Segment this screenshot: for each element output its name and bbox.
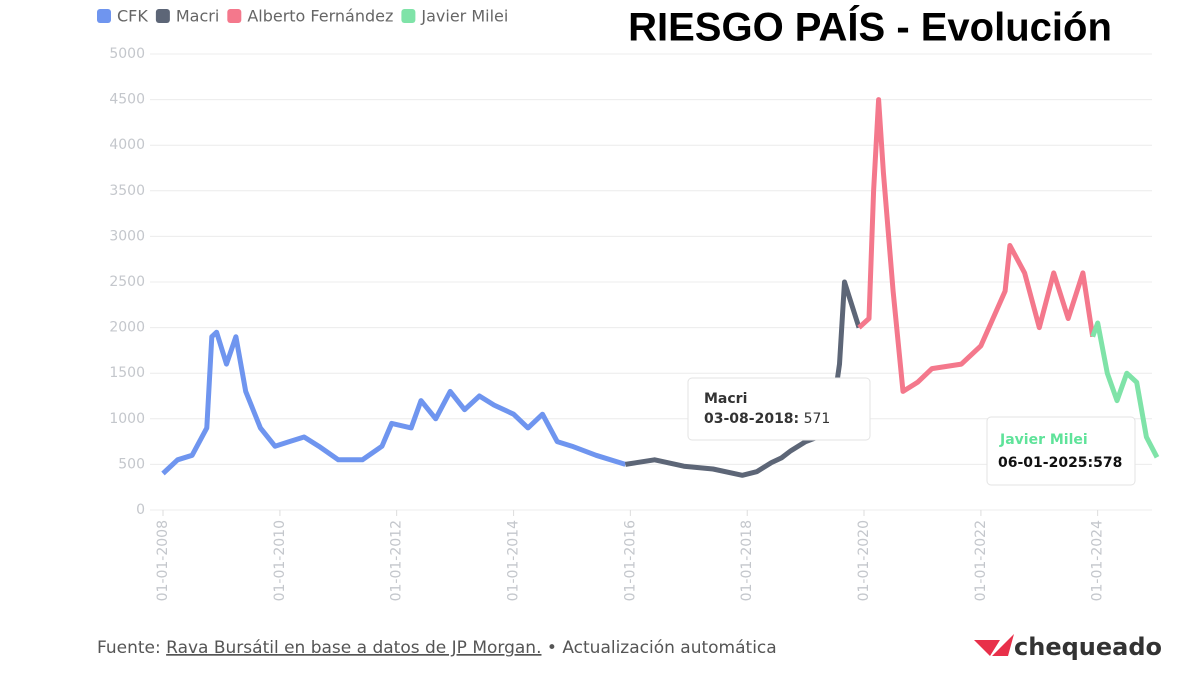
y-tick-label: 1000 <box>109 411 145 427</box>
legend-swatch <box>227 9 242 23</box>
legend-label: Javier Milei <box>420 7 508 26</box>
footer-prefix: Fuente: <box>97 638 161 658</box>
x-tick-label: 01-01-2014 <box>506 520 522 601</box>
y-tick-label: 2500 <box>109 274 145 290</box>
y-tick-label: 2000 <box>109 320 145 336</box>
x-tick-label: 01-01-2012 <box>389 520 405 601</box>
y-tick-label: 0 <box>136 502 145 518</box>
x-tick-label: 01-01-2008 <box>155 520 171 601</box>
tooltip-date: 06-01-2025: <box>998 455 1093 471</box>
y-tick-label: 3000 <box>109 228 145 244</box>
series-line <box>857 97 1096 394</box>
y-tick-label: 4000 <box>109 137 145 153</box>
x-tick-label: 01-01-2016 <box>622 520 638 601</box>
tooltip-box <box>986 416 1136 486</box>
series-line <box>625 279 862 478</box>
legend-swatch <box>97 9 111 23</box>
logo: chequeado <box>1014 633 1162 661</box>
tooltip-date: 03-08-2018: <box>704 411 799 427</box>
logo-mark <box>974 634 1014 656</box>
tooltip-text: 03-08-2018: 571 <box>704 411 830 427</box>
legend-label: CFK <box>117 7 148 26</box>
tooltip: Macri 03-08-2018: 571 <box>687 377 871 441</box>
legend-label: Alberto Fernández <box>247 7 393 26</box>
x-tick-label: 01-01-2022 <box>973 520 989 601</box>
legend-label: Macri <box>176 7 219 26</box>
footer-suffix: • Actualización automática <box>547 638 777 658</box>
tooltip-value: 571 <box>804 411 831 427</box>
legend-swatch <box>401 9 416 23</box>
y-tick-label: 4500 <box>109 92 145 108</box>
tooltip-text: 06-01-2025:578 <box>998 455 1122 471</box>
legend-swatch <box>155 9 170 23</box>
x-tick-label: 01-01-2010 <box>272 520 288 601</box>
tooltip-box <box>687 377 871 441</box>
x-tick-label: 01-01-2020 <box>856 520 872 601</box>
series-line <box>1090 320 1160 459</box>
x-tick-label: 01-01-2024 <box>1090 520 1106 601</box>
y-tick-label: 5000 <box>109 46 145 62</box>
y-tick-label: 500 <box>118 456 145 472</box>
tooltip: Javier Milei 06-01-2025:578 <box>986 416 1136 486</box>
footer-link[interactable]: Rava Bursátil en base a datos de JP Morg… <box>166 638 541 658</box>
footer: Fuente: Rava Bursátil en base a datos de… <box>97 638 777 658</box>
tooltip-value: 578 <box>1093 455 1122 471</box>
series-line <box>161 329 627 476</box>
chart-title: RIESGO PAÍS - Evolución <box>628 5 1112 50</box>
y-tick-label: 3500 <box>109 183 145 199</box>
x-tick-label: 01-01-2018 <box>739 520 755 601</box>
tooltip-title: Javier Milei <box>999 432 1088 448</box>
tooltip-title: Macri <box>704 391 747 407</box>
y-tick-label: 1500 <box>109 365 145 381</box>
plot: 0 500 1000 1500 2000 2500 3000 3500 4000 4500 5000… <box>97 7 1160 601</box>
